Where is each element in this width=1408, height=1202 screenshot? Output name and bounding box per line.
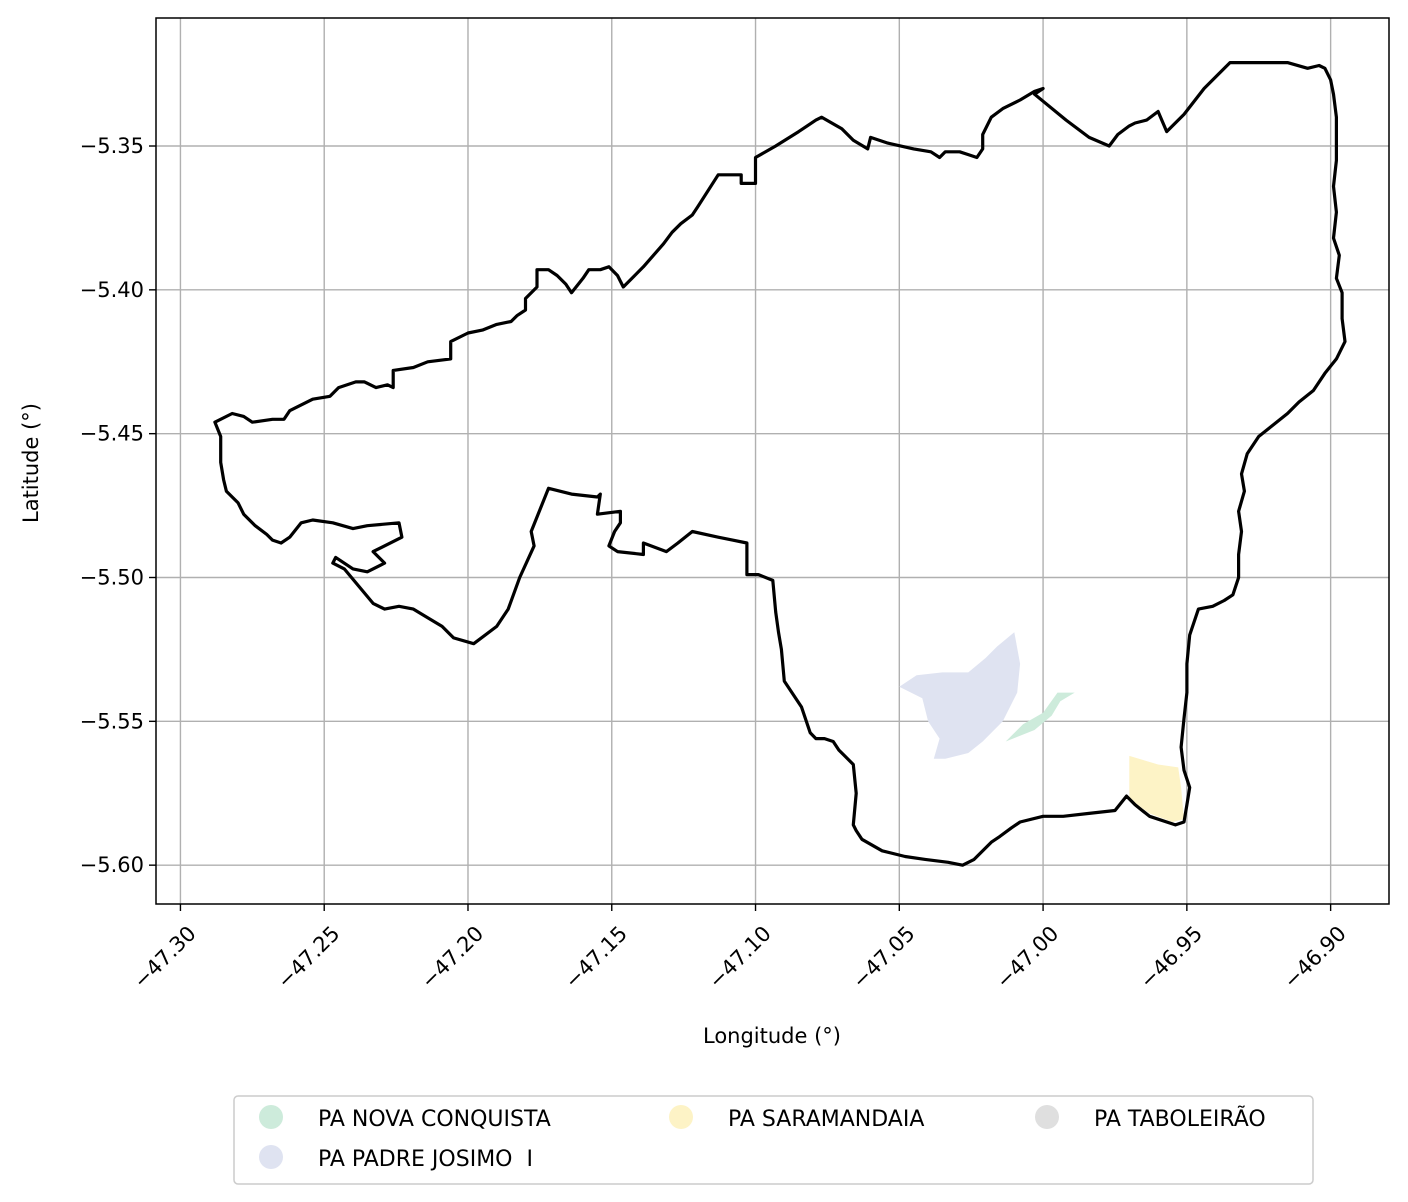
settlement-area-pa-padre-josimo-i	[899, 632, 1021, 759]
legend-label-padre-josimo: PA PADRE JOSIMO I	[318, 1147, 533, 1172]
y-tick-label: −5.60	[80, 853, 144, 877]
settlement-area-pa-saramandaia	[1129, 755, 1184, 822]
x-tick-label: −46.95	[1135, 921, 1207, 993]
x-tick-label: −47.10	[704, 921, 776, 993]
municipality-boundary	[213, 60, 1347, 867]
y-tick-label: −5.50	[80, 566, 144, 590]
x-tick-label: −47.15	[560, 921, 632, 993]
legend: PA NOVA CONQUISTA PA PADRE JOSIMO I PA S…	[233, 1095, 1314, 1185]
legend-label-saramandaia: PA SARAMANDAIA	[728, 1107, 924, 1132]
x-tick-label: −47.30	[129, 921, 201, 993]
x-tick-label: −47.20	[416, 921, 488, 993]
x-tick-label: −46.90	[1279, 921, 1351, 993]
settlement-area-pa-nova-conquista	[1005, 692, 1075, 742]
grid	[156, 18, 1389, 904]
y-axis-label: Latitude (°)	[19, 403, 43, 523]
y-axis-ticks: −5.35 −5.40 −5.45 −5.50 −5.55 −5.60	[80, 134, 156, 877]
plot-frame	[155, 17, 1390, 905]
y-tick-label: −5.45	[80, 422, 144, 446]
legend-label-taboleirao: PA TABOLEIRÃO	[1094, 1105, 1266, 1132]
legend-label-nova-conquista: PA NOVA CONQUISTA	[318, 1107, 551, 1132]
legend-marker-nova-conquista	[259, 1105, 283, 1129]
y-tick-label: −5.55	[80, 709, 144, 733]
legend-marker-padre-josimo	[259, 1145, 283, 1169]
x-tick-label: −47.25	[273, 921, 345, 993]
settlement-areas	[899, 632, 1184, 822]
x-tick-label: −47.00	[991, 921, 1063, 993]
y-tick-label: −5.35	[80, 134, 144, 158]
legend-marker-taboleirao	[1035, 1105, 1059, 1129]
legend-marker-saramandaia	[669, 1105, 693, 1129]
y-tick-label: −5.40	[80, 278, 144, 302]
x-axis-label: Longitude (°)	[703, 1024, 841, 1048]
x-axis-ticks: −47.30 −47.25 −47.20 −47.15 −47.10 −47.05 −47.…	[129, 904, 1351, 993]
x-tick-label: −47.05	[848, 921, 920, 993]
